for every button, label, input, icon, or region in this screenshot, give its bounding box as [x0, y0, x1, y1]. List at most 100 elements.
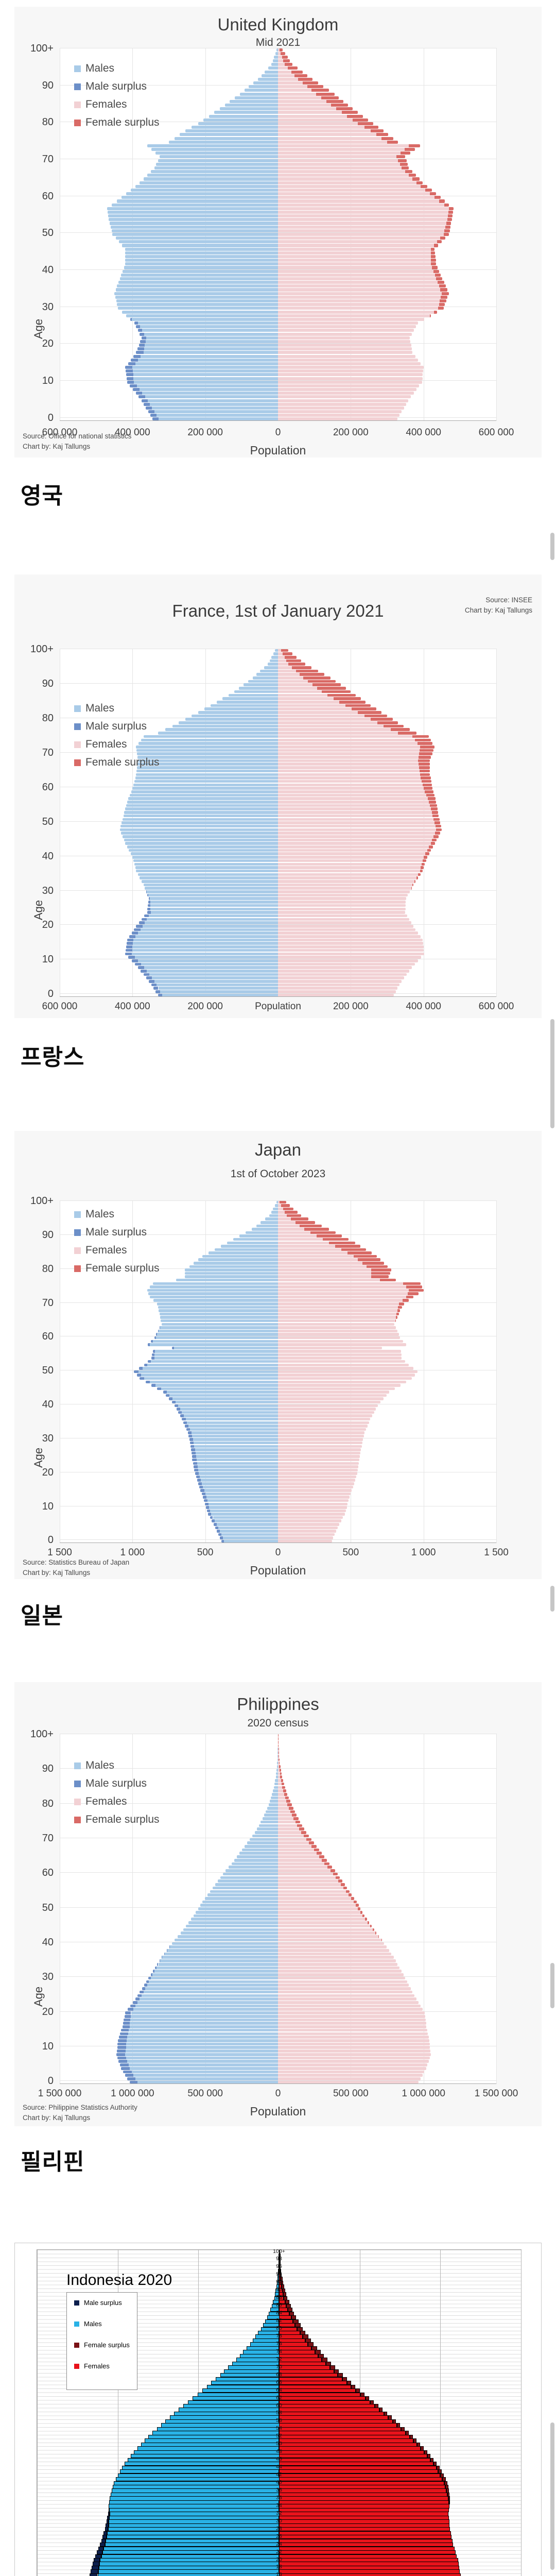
male-bar	[155, 1336, 278, 1340]
age-spine-label: 42	[276, 2471, 282, 2478]
male-bar	[117, 284, 278, 288]
female-bar	[278, 1336, 401, 1340]
female-surplus-bar	[420, 773, 430, 776]
male-surplus-bar	[197, 1479, 201, 1482]
male-bar	[157, 1333, 278, 1336]
scrollbar-thumb-fragment[interactable]	[550, 1019, 554, 1128]
scrollbar-thumb-fragment[interactable]	[550, 2422, 554, 2570]
female-bar	[278, 1268, 371, 1272]
male-bar	[126, 804, 278, 807]
x-axis-tick-label: 200 000	[333, 1001, 369, 1012]
male-surplus-bar	[125, 366, 133, 369]
legend-label: Male surplus	[84, 2299, 122, 2307]
male-bar	[211, 1513, 278, 1516]
male-bar	[264, 1814, 278, 1817]
male-bar	[183, 1928, 278, 1931]
male-bar	[133, 373, 278, 377]
male-bar	[147, 174, 278, 177]
female-surplus-bar	[379, 1278, 396, 1282]
male-bar	[213, 1516, 278, 1519]
age-spine-label: 18	[276, 2564, 282, 2570]
female-surplus-bar	[321, 96, 339, 99]
male-bar	[159, 1312, 278, 1316]
female-surplus-bar	[299, 1827, 305, 1831]
male-bar	[119, 828, 278, 832]
female-bar	[278, 1966, 400, 1970]
female-surplus-bar	[333, 1872, 338, 1876]
male-bar	[265, 1217, 278, 1221]
male-surplus-bar	[148, 410, 154, 414]
male-bar	[227, 1241, 278, 1245]
chart-title: United Kingdom	[217, 15, 339, 34]
female-bar	[278, 1234, 317, 1238]
male-surplus-bar	[194, 1468, 198, 1472]
male-bar	[273, 1207, 278, 1211]
male-bar	[127, 801, 278, 804]
male-bar	[148, 399, 278, 402]
male-bar	[167, 1948, 278, 1952]
scrollbar-thumb-fragment[interactable]	[550, 1963, 554, 2008]
female-bar	[278, 1272, 371, 1275]
female-bar	[278, 1309, 397, 1312]
male-bar	[274, 1782, 278, 1786]
male-bar	[186, 1924, 278, 1928]
female-bar	[278, 366, 424, 369]
x-axis-line	[60, 420, 496, 421]
male-surplus-bar	[144, 1363, 147, 1367]
male-bar	[141, 738, 278, 742]
male-surplus-bar	[146, 406, 152, 410]
female-bar	[278, 859, 423, 862]
male-bar	[194, 1914, 278, 1918]
male-bar	[118, 240, 278, 244]
female-surplus-bar	[412, 177, 420, 181]
legend-swatch	[74, 2342, 79, 2348]
male-surplus-bar	[136, 325, 140, 329]
male-surplus-bar	[178, 1411, 182, 1414]
male-bar	[228, 1866, 278, 1869]
female-bar	[278, 1765, 280, 1768]
female-surplus-bar	[336, 107, 353, 111]
legend-item: Female surplus	[74, 2341, 130, 2349]
female-bar	[278, 1431, 365, 1434]
scrollbar-thumb-fragment[interactable]	[550, 1586, 554, 1612]
female-surplus-bar	[429, 801, 437, 804]
male-bar	[198, 711, 278, 714]
male-bar	[146, 336, 278, 340]
male-bar	[204, 1489, 278, 1492]
female-bar	[278, 649, 281, 652]
female-bar	[278, 1793, 284, 1796]
female-bar	[278, 111, 342, 114]
male-bar	[146, 918, 278, 921]
female-surplus-bar	[282, 1786, 285, 1789]
male-bar	[132, 787, 278, 790]
female-surplus-bar	[371, 1275, 389, 1278]
y-axis-tick-label: 40	[42, 264, 54, 276]
y-axis-tick-label: 100+	[30, 1728, 54, 1740]
male-bar	[133, 859, 278, 862]
female-surplus-bar	[405, 148, 415, 151]
female-bar	[278, 218, 447, 222]
female-bar	[278, 284, 439, 288]
female-surplus-bar	[356, 1904, 359, 1907]
male-surplus-bar	[151, 1340, 153, 1343]
male-bar	[267, 1806, 278, 1810]
female-bar	[278, 1299, 403, 1302]
female-surplus-bar	[284, 63, 293, 66]
scrollbar-thumb-fragment[interactable]	[550, 533, 554, 560]
y-axis-tick-label: 10	[42, 375, 54, 387]
female-surplus-bar	[430, 262, 437, 266]
female-surplus-bar	[448, 210, 453, 214]
female-bar	[278, 1499, 349, 1502]
female-bar	[278, 66, 288, 70]
horizontal-gridline	[60, 1907, 496, 1908]
male-bar	[142, 392, 278, 395]
horizontal-gridline	[60, 232, 496, 233]
male-bar	[275, 1779, 278, 1782]
female-bar	[278, 814, 433, 818]
male-bar	[110, 222, 278, 225]
male-surplus-bar	[150, 1973, 153, 1976]
male-bar	[198, 1907, 278, 1910]
female-bar	[278, 866, 421, 869]
female-surplus-bar	[434, 821, 441, 824]
male-bar	[191, 1918, 278, 1921]
